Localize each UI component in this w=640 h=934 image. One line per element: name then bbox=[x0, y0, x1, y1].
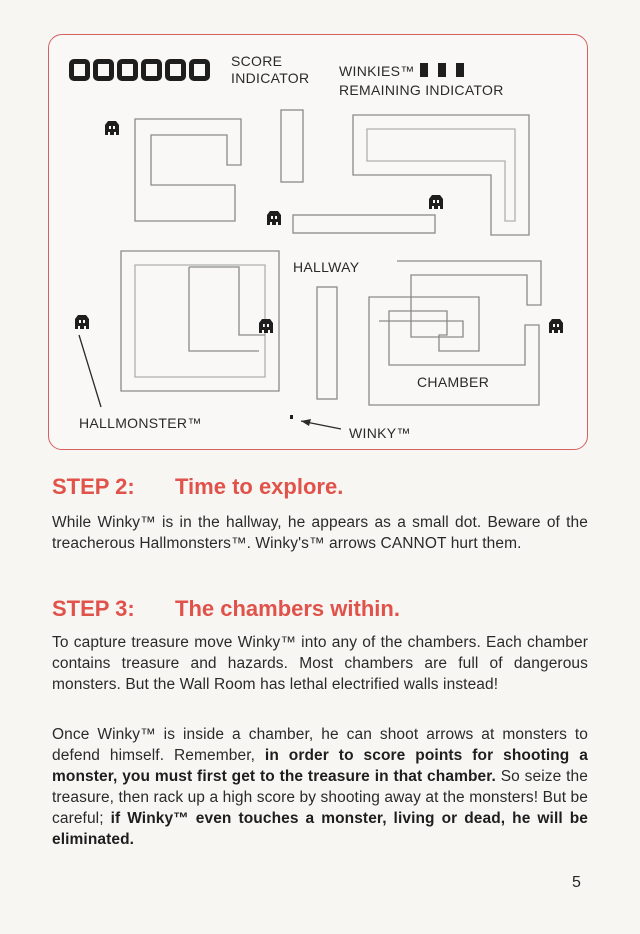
chamber-label: CHAMBER bbox=[417, 374, 490, 390]
step3-text-2c: So seize the treasure, then rack up a hi… bbox=[52, 768, 588, 827]
hallmonster-icons bbox=[75, 121, 563, 333]
hallway-label: HALLWAY bbox=[293, 259, 360, 275]
step2-text: While Winky™ is in the hallway, he appea… bbox=[52, 514, 588, 552]
hallmonster-label: HALLMONSTER™ bbox=[79, 415, 202, 431]
step3-heading: STEP 3: The chambers within. bbox=[52, 596, 400, 622]
step3-text-2b-bold: in order to score points for shooting a … bbox=[52, 747, 588, 785]
step2-title: Time to explore. bbox=[175, 474, 344, 499]
winkies-text: WINKIES™ bbox=[339, 63, 415, 79]
score-digits bbox=[69, 59, 210, 81]
score-digit bbox=[141, 59, 162, 81]
step3-title: The chambers within. bbox=[175, 596, 400, 621]
step2-number: STEP 2: bbox=[52, 474, 135, 499]
score-digit bbox=[165, 59, 186, 81]
lives-indicator bbox=[419, 63, 464, 77]
step3-number: STEP 3: bbox=[52, 596, 135, 621]
score-digit bbox=[69, 59, 90, 81]
step3-text-1: To capture treasure move Winky™ into any… bbox=[52, 634, 588, 693]
remaining-indicator-label: REMAINING INDICATOR bbox=[339, 82, 504, 98]
step3-text-2a: Once Winky™ is inside a chamber, he can … bbox=[52, 726, 588, 764]
score-label: SCORE bbox=[231, 53, 283, 69]
game-screen-diagram: SCORE INDICATOR WINKIES™ REMAINING INDIC… bbox=[48, 34, 588, 450]
score-digit bbox=[189, 59, 210, 81]
winky-label: WINKY™ bbox=[349, 425, 411, 441]
indicator-label: INDICATOR bbox=[231, 70, 310, 86]
maze-drawing bbox=[75, 109, 563, 430]
page-number: 5 bbox=[572, 874, 581, 891]
life-marker bbox=[437, 63, 446, 77]
score-digit bbox=[93, 59, 114, 81]
score-digit bbox=[117, 59, 138, 81]
life-marker bbox=[455, 63, 464, 77]
step3-text-2d-bold: if Winky™ even touches a monster, living… bbox=[52, 810, 589, 848]
life-marker bbox=[419, 63, 428, 77]
step3-text-2: Once Winky™ is inside a chamber, he can … bbox=[52, 724, 588, 850]
step2-heading: STEP 2: Time to explore. bbox=[52, 474, 343, 500]
winkies-label: WINKIES™ bbox=[339, 63, 464, 79]
